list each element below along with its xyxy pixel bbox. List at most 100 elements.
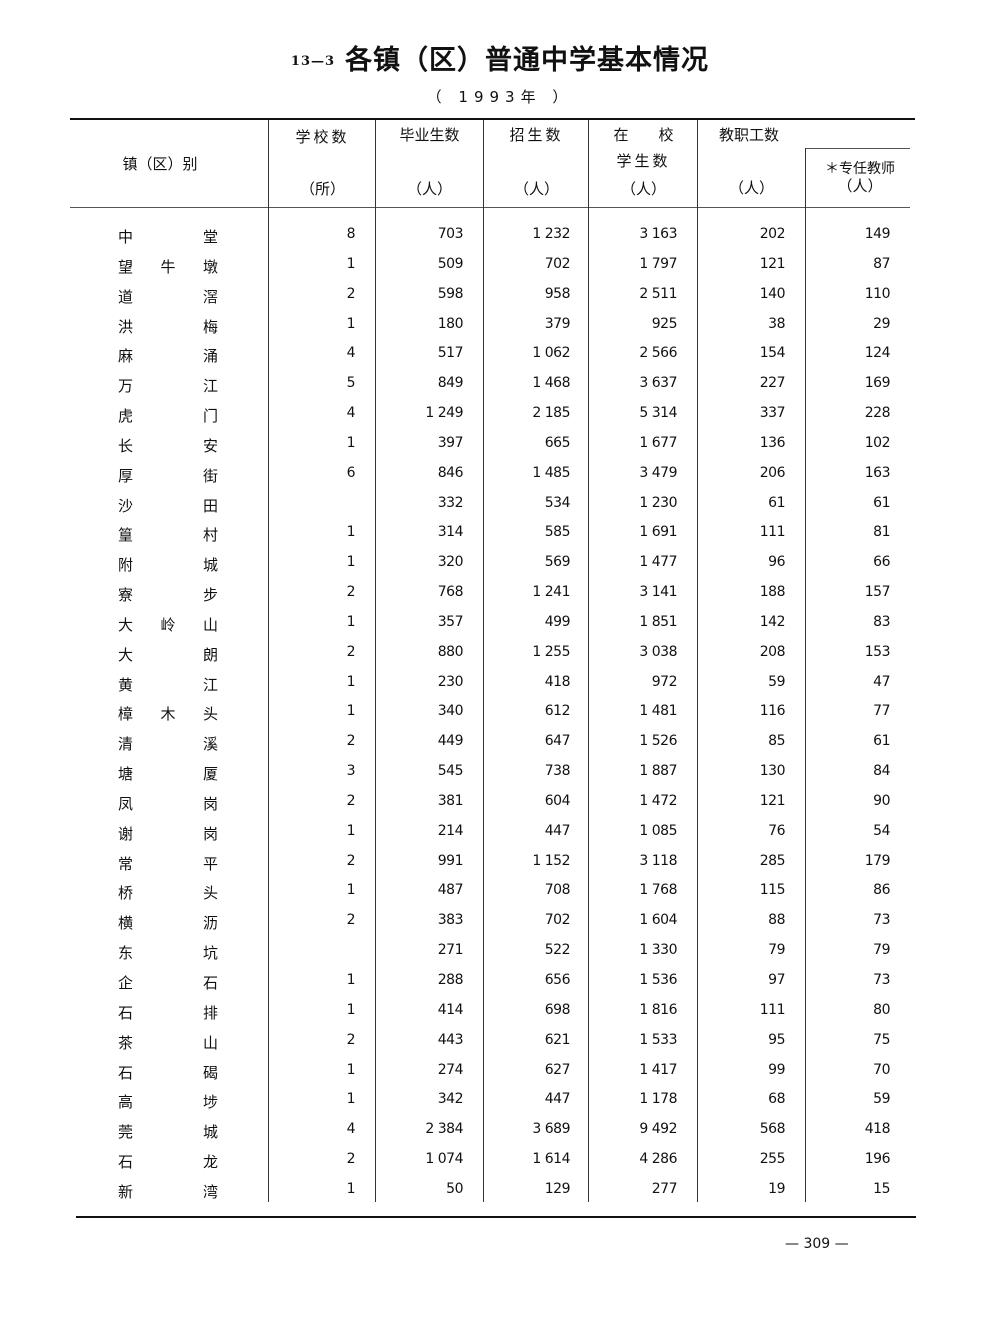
- cell-enrollment: 1 232: [532, 226, 570, 242]
- region-name: 洪梅: [118, 317, 218, 336]
- cell-enrollment: 958: [544, 285, 571, 302]
- cell-enrollment: 702: [544, 255, 571, 272]
- cell-teachers: 73: [873, 972, 890, 988]
- cell-schools: 2: [346, 584, 356, 601]
- cell-graduates: 271: [437, 942, 464, 959]
- cell-students: 1 477: [639, 554, 677, 571]
- cell-teachers: 66: [873, 554, 890, 571]
- header-rule: [70, 207, 910, 208]
- cell-students: 1 677: [639, 434, 677, 451]
- cell-graduates: 332: [437, 494, 464, 511]
- table-row: 清溪 2 449 647 1 526 85 61: [0, 727, 1000, 757]
- cell-staff: 142: [759, 613, 786, 630]
- cell-schools: 1: [346, 524, 356, 541]
- cell-enrollment: 522: [544, 942, 571, 959]
- cell-staff: 111: [759, 524, 786, 541]
- table-row: 横沥 2 383 702 1 604 88 73: [0, 906, 1000, 936]
- cell-enrollment: 534: [544, 494, 571, 511]
- cell-schools: 1: [346, 613, 356, 630]
- cell-students: 1 691: [639, 524, 677, 541]
- cell-enrollment: 418: [544, 673, 571, 690]
- region-name: 石排: [118, 1003, 218, 1022]
- cell-enrollment: 702: [544, 912, 571, 929]
- teacher-header-rule: [805, 148, 910, 149]
- cell-staff: 116: [759, 703, 786, 720]
- cell-graduates: 545: [437, 763, 464, 780]
- cell-enrollment: 1 062: [532, 345, 570, 362]
- region-name: 道滘: [118, 287, 218, 306]
- cell-staff: 96: [768, 554, 785, 571]
- cell-staff: 97: [768, 972, 785, 988]
- cell-enrollment: 708: [544, 882, 571, 899]
- table-row: 长安 1 397 665 1 677 136 102: [0, 429, 1000, 459]
- cell-schools: 2: [346, 285, 356, 302]
- region-name: 麻涌: [118, 347, 218, 366]
- cell-enrollment: 1 255: [532, 643, 570, 660]
- cell-enrollment: 2 185: [532, 405, 570, 422]
- region-name: 常平: [118, 854, 218, 873]
- cell-staff: 202: [759, 226, 786, 242]
- cell-graduates: 340: [437, 703, 464, 720]
- region-name: 茶山: [118, 1033, 218, 1052]
- cell-teachers: 61: [873, 733, 890, 750]
- cell-graduates: 274: [437, 1061, 464, 1078]
- cell-staff: 19: [768, 1180, 785, 1197]
- cell-graduates: 383: [437, 912, 464, 929]
- page-number: — 309 —: [785, 1236, 849, 1252]
- region-name: 长安: [118, 436, 218, 455]
- cell-students: 1 851: [639, 613, 677, 630]
- cell-teachers: 61: [873, 494, 890, 511]
- cell-students: 4 286: [639, 1151, 677, 1168]
- table-number: 13—3: [290, 54, 336, 69]
- cell-teachers: 47: [873, 673, 890, 690]
- table-row: 中堂 8 703 1 232 3 163 202 149: [0, 220, 1000, 250]
- cell-graduates: 288: [437, 972, 464, 988]
- region-name: 石龙: [118, 1153, 218, 1172]
- table-row: 望牛墩 1 509 702 1 797 121 87: [0, 250, 1000, 280]
- cell-graduates: 180: [437, 315, 464, 332]
- cell-schools: 1: [346, 1091, 356, 1108]
- region-name: 横沥: [118, 914, 218, 933]
- cell-students: 1 887: [639, 763, 677, 780]
- table-row: 虎门 4 1 249 2 185 5 314 337 228: [0, 399, 1000, 429]
- cell-students: 1 768: [639, 882, 677, 899]
- header-students-unit: （人）: [620, 180, 666, 198]
- cell-graduates: 991: [437, 852, 464, 869]
- cell-staff: 227: [759, 375, 786, 392]
- cell-teachers: 75: [873, 1031, 890, 1048]
- table-row: 篁村 1 314 585 1 691 111 81: [0, 518, 1000, 548]
- cell-teachers: 86: [873, 882, 890, 899]
- bottom-rule: [76, 1216, 916, 1218]
- cell-students: 3 637: [639, 375, 677, 392]
- cell-staff: 188: [759, 584, 786, 601]
- cell-teachers: 124: [864, 345, 891, 362]
- cell-graduates: 414: [437, 1001, 464, 1018]
- region-name: 凤岗: [118, 794, 218, 813]
- cell-enrollment: 1 614: [532, 1151, 570, 1168]
- header-enrollment-unit: （人）: [513, 180, 559, 198]
- cell-staff: 337: [759, 405, 786, 422]
- cell-teachers: 149: [864, 226, 891, 242]
- region-name: 沙田: [118, 496, 218, 515]
- cell-teachers: 90: [873, 792, 890, 809]
- cell-schools: 1: [346, 882, 356, 899]
- cell-teachers: 29: [873, 315, 890, 332]
- cell-graduates: 880: [437, 643, 464, 660]
- cell-teachers: 102: [864, 434, 891, 451]
- table-row: 茶山 2 443 621 1 533 95 75: [0, 1026, 1000, 1056]
- cell-schools: 1: [346, 1061, 356, 1078]
- cell-students: 1 085: [639, 822, 677, 839]
- cell-teachers: 153: [864, 643, 891, 660]
- header-staff: 教职工数: [718, 126, 779, 144]
- region-name: 厚街: [118, 466, 218, 485]
- table-row: 凤岗 2 381 604 1 472 121 90: [0, 787, 1000, 817]
- cell-staff: 208: [759, 643, 786, 660]
- cell-students: 3 163: [639, 226, 677, 242]
- cell-students: 925: [651, 315, 678, 332]
- table-row: 万江 5 849 1 468 3 637 227 169: [0, 369, 1000, 399]
- header-graduates: 毕业生数: [399, 126, 460, 144]
- cell-schools: 1: [346, 315, 356, 332]
- cell-schools: 1: [346, 554, 356, 571]
- region-name: 东坑: [118, 944, 218, 963]
- region-name: 樟木头: [118, 705, 218, 724]
